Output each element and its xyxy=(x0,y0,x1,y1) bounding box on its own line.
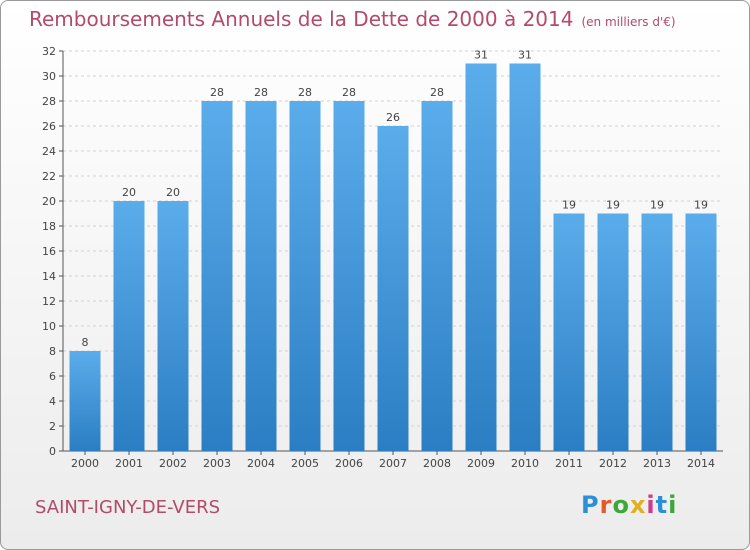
bar xyxy=(509,63,541,451)
bar xyxy=(597,213,629,451)
x-tick-label: 2004 xyxy=(247,457,275,470)
bar xyxy=(201,101,233,451)
bar-value-label: 19 xyxy=(694,199,708,212)
y-tick-label: 16 xyxy=(42,245,56,258)
chart-unit: (en milliers d'€) xyxy=(581,15,676,29)
y-tick-label: 20 xyxy=(42,195,56,208)
bar xyxy=(113,201,145,451)
bar-value-label: 20 xyxy=(122,186,136,199)
y-tick-label: 26 xyxy=(42,120,56,133)
bar xyxy=(685,213,717,451)
bar xyxy=(245,101,277,451)
bar-value-label: 31 xyxy=(474,49,488,62)
y-tick-label: 18 xyxy=(42,220,56,233)
bar-value-label: 31 xyxy=(518,49,532,62)
bar-value-label: 8 xyxy=(82,336,89,349)
x-tick-label: 2006 xyxy=(335,457,363,470)
bar xyxy=(289,101,321,451)
bar-value-label: 28 xyxy=(254,86,268,99)
bar-value-label: 28 xyxy=(430,86,444,99)
y-tick-label: 8 xyxy=(49,345,56,358)
y-tick-label: 28 xyxy=(42,95,56,108)
x-tick-label: 2001 xyxy=(115,457,143,470)
y-tick-label: 12 xyxy=(42,295,56,308)
bar xyxy=(465,63,497,451)
x-tick-label: 2012 xyxy=(599,457,627,470)
x-tick-label: 2005 xyxy=(291,457,319,470)
x-tick-label: 2010 xyxy=(511,457,539,470)
x-tick-label: 2014 xyxy=(687,457,715,470)
x-tick-label: 2000 xyxy=(71,457,99,470)
y-tick-label: 2 xyxy=(49,420,56,433)
y-tick-label: 14 xyxy=(42,270,56,283)
y-tick-label: 4 xyxy=(49,395,56,408)
x-tick-label: 2008 xyxy=(423,457,451,470)
x-tick-label: 2013 xyxy=(643,457,671,470)
chart-title-text: Remboursements Annuels de la Dette de 20… xyxy=(29,7,574,31)
commune-name: SAINT-IGNY-DE-VERS xyxy=(35,497,221,518)
y-tick-label: 30 xyxy=(42,70,56,83)
x-tick-label: 2002 xyxy=(159,457,187,470)
bar xyxy=(157,201,189,451)
bar-value-label: 28 xyxy=(298,86,312,99)
y-tick-label: 6 xyxy=(49,370,56,383)
x-tick-label: 2003 xyxy=(203,457,231,470)
bar xyxy=(641,213,673,451)
y-tick-label: 24 xyxy=(42,145,56,158)
bar-value-label: 19 xyxy=(650,199,664,212)
x-tick-label: 2007 xyxy=(379,457,407,470)
x-tick-label: 2009 xyxy=(467,457,495,470)
bar xyxy=(553,213,585,451)
chart-title: Remboursements Annuels de la Dette de 20… xyxy=(29,7,676,31)
bar xyxy=(333,101,365,451)
bar-value-label: 20 xyxy=(166,186,180,199)
bar-value-label: 26 xyxy=(386,111,400,124)
y-tick-label: 10 xyxy=(42,320,56,333)
bar-value-label: 19 xyxy=(606,199,620,212)
x-tick-label: 2011 xyxy=(555,457,583,470)
bar xyxy=(421,101,453,451)
y-tick-label: 22 xyxy=(42,170,56,183)
bar-value-label: 19 xyxy=(562,199,576,212)
bar xyxy=(69,351,101,451)
y-tick-label: 32 xyxy=(42,45,56,58)
bar xyxy=(377,126,409,451)
bar-value-label: 28 xyxy=(210,86,224,99)
y-tick-label: 0 xyxy=(49,445,56,458)
bar-value-label: 28 xyxy=(342,86,356,99)
proxiti-logo[interactable]: Proxiti xyxy=(581,491,678,519)
